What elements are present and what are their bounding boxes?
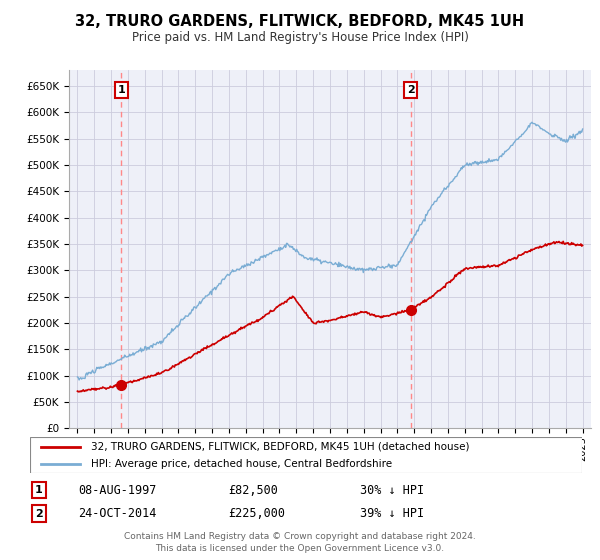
Text: Contains HM Land Registry data © Crown copyright and database right 2024.
This d: Contains HM Land Registry data © Crown c…	[124, 532, 476, 553]
Text: 32, TRURO GARDENS, FLITWICK, BEDFORD, MK45 1UH: 32, TRURO GARDENS, FLITWICK, BEDFORD, MK…	[76, 14, 524, 29]
Text: 39% ↓ HPI: 39% ↓ HPI	[360, 507, 424, 520]
Text: 1: 1	[118, 85, 125, 95]
Text: 2: 2	[407, 85, 415, 95]
Text: 32, TRURO GARDENS, FLITWICK, BEDFORD, MK45 1UH (detached house): 32, TRURO GARDENS, FLITWICK, BEDFORD, MK…	[91, 442, 469, 452]
Text: 24-OCT-2014: 24-OCT-2014	[78, 507, 157, 520]
Text: 2: 2	[35, 508, 43, 519]
Text: HPI: Average price, detached house, Central Bedfordshire: HPI: Average price, detached house, Cent…	[91, 459, 392, 469]
Text: 1: 1	[35, 485, 43, 495]
Text: 30% ↓ HPI: 30% ↓ HPI	[360, 483, 424, 497]
Text: £225,000: £225,000	[228, 507, 285, 520]
Text: 08-AUG-1997: 08-AUG-1997	[78, 483, 157, 497]
Text: £82,500: £82,500	[228, 483, 278, 497]
Text: Price paid vs. HM Land Registry's House Price Index (HPI): Price paid vs. HM Land Registry's House …	[131, 31, 469, 44]
